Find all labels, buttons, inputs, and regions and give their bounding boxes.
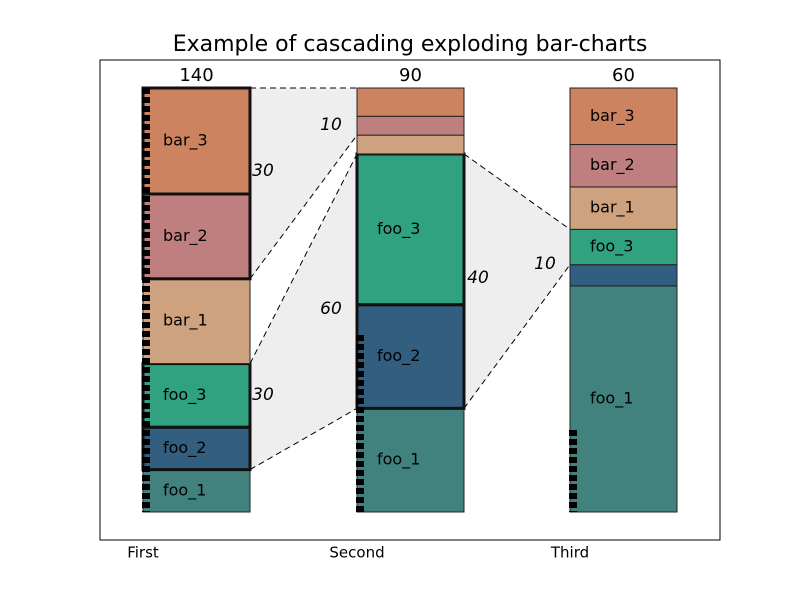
- bar-segment: [141, 192, 252, 281]
- bar-segment: [356, 134, 465, 155]
- bar-total: 140: [179, 65, 213, 86]
- segment-label: foo_3: [377, 219, 420, 239]
- segment-label: foo_1: [590, 388, 633, 408]
- bar-segment: [569, 264, 678, 287]
- annotation: 30: [252, 385, 274, 405]
- segment-label: foo_1: [377, 450, 420, 470]
- bar-segment: [142, 278, 251, 365]
- x-tick-label: First: [127, 544, 159, 562]
- bar-total: 90: [399, 65, 422, 86]
- bar-segment: [356, 87, 465, 117]
- annotation: 30: [252, 161, 274, 181]
- plot-frame: [99, 59, 721, 541]
- segment-label: foo_2: [163, 438, 206, 458]
- bar-segment: [569, 186, 678, 230]
- annotation: 10: [320, 115, 342, 135]
- bar-segment: [141, 362, 252, 429]
- connector-line: [249, 407, 358, 471]
- annotation: 60: [320, 299, 342, 319]
- segment-label: foo_3: [163, 385, 206, 405]
- bar-segment: [569, 87, 678, 146]
- segment-label: bar_2: [590, 155, 635, 175]
- x-tick-label: Third: [550, 544, 589, 562]
- connector-fill: [464, 153, 570, 409]
- annotation: 40: [467, 268, 489, 288]
- bar-total: 60: [612, 65, 635, 86]
- connector-fill: [250, 153, 357, 470]
- segment-label: bar_1: [163, 311, 208, 331]
- bar-segment: [141, 86, 252, 196]
- connector-line: [463, 153, 571, 230]
- chart-title: Example of cascading exploding bar-chart…: [173, 32, 648, 57]
- segment-label: bar_1: [590, 198, 635, 218]
- connector-fill: [250, 88, 357, 279]
- segment-label: bar_3: [163, 131, 208, 151]
- bar-segment: [569, 228, 678, 266]
- segment-label: bar_2: [163, 226, 208, 246]
- segment-label: foo_2: [377, 346, 420, 366]
- annotation: 10: [534, 254, 556, 274]
- bar-segment: [356, 115, 465, 136]
- segment-label: foo_3: [590, 237, 633, 257]
- segment-label: bar_3: [590, 106, 635, 126]
- bar-segment: [569, 144, 678, 188]
- bar-segment: [569, 285, 678, 513]
- x-tick-label: Second: [329, 544, 384, 562]
- bar-segment: [356, 407, 465, 513]
- segment-label: foo_1: [163, 480, 206, 500]
